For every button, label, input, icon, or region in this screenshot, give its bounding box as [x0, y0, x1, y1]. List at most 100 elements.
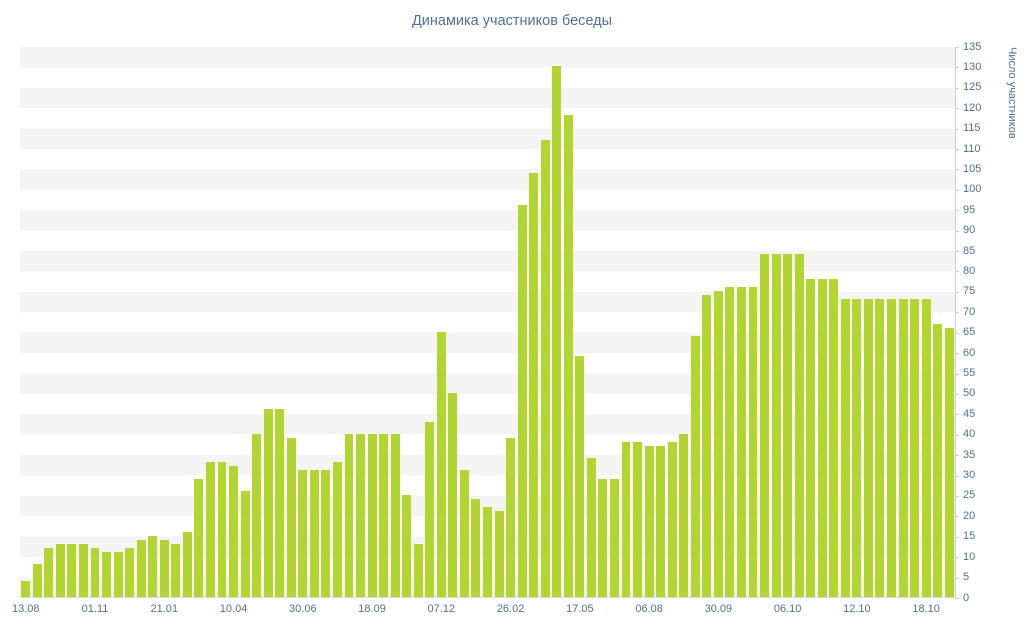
bar[interactable] [506, 437, 516, 597]
bar[interactable] [136, 539, 146, 597]
bar[interactable] [852, 299, 862, 597]
bar[interactable] [356, 433, 365, 597]
bar[interactable] [44, 548, 54, 597]
bar[interactable] [182, 531, 192, 597]
y-tick-mark [955, 475, 959, 477]
bar[interactable] [944, 327, 954, 597]
bar[interactable] [621, 441, 631, 597]
y-tick-mark [955, 434, 959, 436]
bar[interactable] [794, 254, 804, 597]
bar[interactable] [702, 294, 712, 597]
bar[interactable] [760, 254, 769, 597]
bar[interactable] [436, 331, 446, 597]
bar[interactable] [736, 286, 746, 597]
bar[interactable] [667, 441, 677, 597]
bar[interactable] [679, 433, 689, 597]
bar[interactable] [610, 478, 619, 597]
bar[interactable] [552, 66, 562, 597]
bar[interactable] [459, 470, 469, 597]
bar[interactable] [875, 299, 885, 597]
bar[interactable] [517, 205, 527, 597]
bar[interactable] [575, 356, 585, 597]
bar[interactable] [125, 548, 135, 597]
bar[interactable] [887, 299, 896, 597]
bar[interactable] [402, 494, 412, 597]
bar[interactable] [367, 433, 377, 597]
bar[interactable] [471, 499, 481, 597]
bar[interactable] [32, 564, 42, 597]
bar[interactable] [240, 490, 250, 597]
bar[interactable] [656, 446, 666, 597]
y-tick-mark [955, 598, 959, 599]
y-tick-mark [955, 251, 959, 253]
bar[interactable] [921, 299, 931, 597]
bar[interactable] [483, 507, 492, 597]
y-tick-mark [955, 393, 959, 395]
bar[interactable] [725, 286, 735, 597]
bar[interactable] [263, 409, 273, 597]
bar[interactable] [321, 470, 331, 597]
y-tick-mark [955, 373, 959, 375]
x-tick-label: 07.12 [427, 603, 456, 615]
bar[interactable] [829, 278, 839, 597]
bar[interactable] [898, 299, 908, 597]
bar[interactable] [159, 539, 169, 597]
bar[interactable] [67, 543, 77, 597]
bar[interactable] [690, 335, 700, 597]
bar[interactable] [286, 437, 296, 597]
bar[interactable] [390, 433, 400, 597]
bar[interactable] [113, 552, 123, 597]
y-tick-mark [955, 169, 959, 171]
y-tick-mark [955, 353, 959, 355]
bar[interactable] [540, 139, 550, 597]
y-tick-mark [955, 87, 959, 89]
bar[interactable] [494, 511, 504, 597]
bar[interactable] [586, 458, 596, 597]
bar[interactable] [148, 535, 158, 597]
bar[interactable] [344, 433, 354, 597]
bar[interactable] [332, 462, 342, 597]
bar[interactable] [633, 441, 643, 597]
bar[interactable] [563, 115, 573, 597]
bar[interactable] [79, 543, 88, 597]
y-tick-mark [955, 577, 959, 579]
bar[interactable] [644, 446, 654, 597]
bar[interactable] [933, 323, 943, 597]
bar[interactable] [806, 278, 816, 597]
bar[interactable] [21, 580, 31, 597]
bar[interactable] [863, 299, 873, 597]
x-tick-label: 18.10 [912, 603, 940, 615]
bar[interactable] [55, 543, 65, 597]
bar[interactable] [840, 299, 850, 597]
bar[interactable] [748, 286, 758, 597]
bar[interactable] [817, 278, 827, 597]
bar[interactable] [298, 470, 308, 597]
bar[interactable] [771, 254, 781, 597]
bar[interactable] [379, 433, 389, 597]
bar[interactable] [309, 470, 319, 597]
y-tick-label: 85 [963, 244, 976, 257]
bar[interactable] [205, 462, 215, 597]
bar[interactable] [448, 392, 458, 597]
bar[interactable] [413, 543, 423, 597]
y-tick-label: 110 [963, 142, 981, 155]
y-tick-label: 60 [963, 346, 976, 359]
bar[interactable] [275, 409, 285, 597]
bar[interactable] [425, 421, 435, 597]
bar[interactable] [217, 462, 227, 597]
bar[interactable] [252, 433, 262, 597]
bar[interactable] [713, 290, 723, 597]
bar[interactable] [598, 478, 608, 597]
bar[interactable] [102, 552, 112, 597]
y-tick-mark [955, 414, 959, 416]
chart-title: Динамика участников беседы [411, 13, 613, 29]
y-tick-label: 125 [963, 81, 982, 94]
bar[interactable] [194, 478, 204, 597]
bar[interactable] [229, 466, 238, 597]
bar[interactable] [910, 299, 920, 597]
bar[interactable] [529, 172, 539, 597]
y-tick-label: 40 [963, 428, 976, 441]
bar[interactable] [783, 254, 793, 597]
bar[interactable] [90, 548, 100, 597]
bar[interactable] [171, 543, 181, 597]
